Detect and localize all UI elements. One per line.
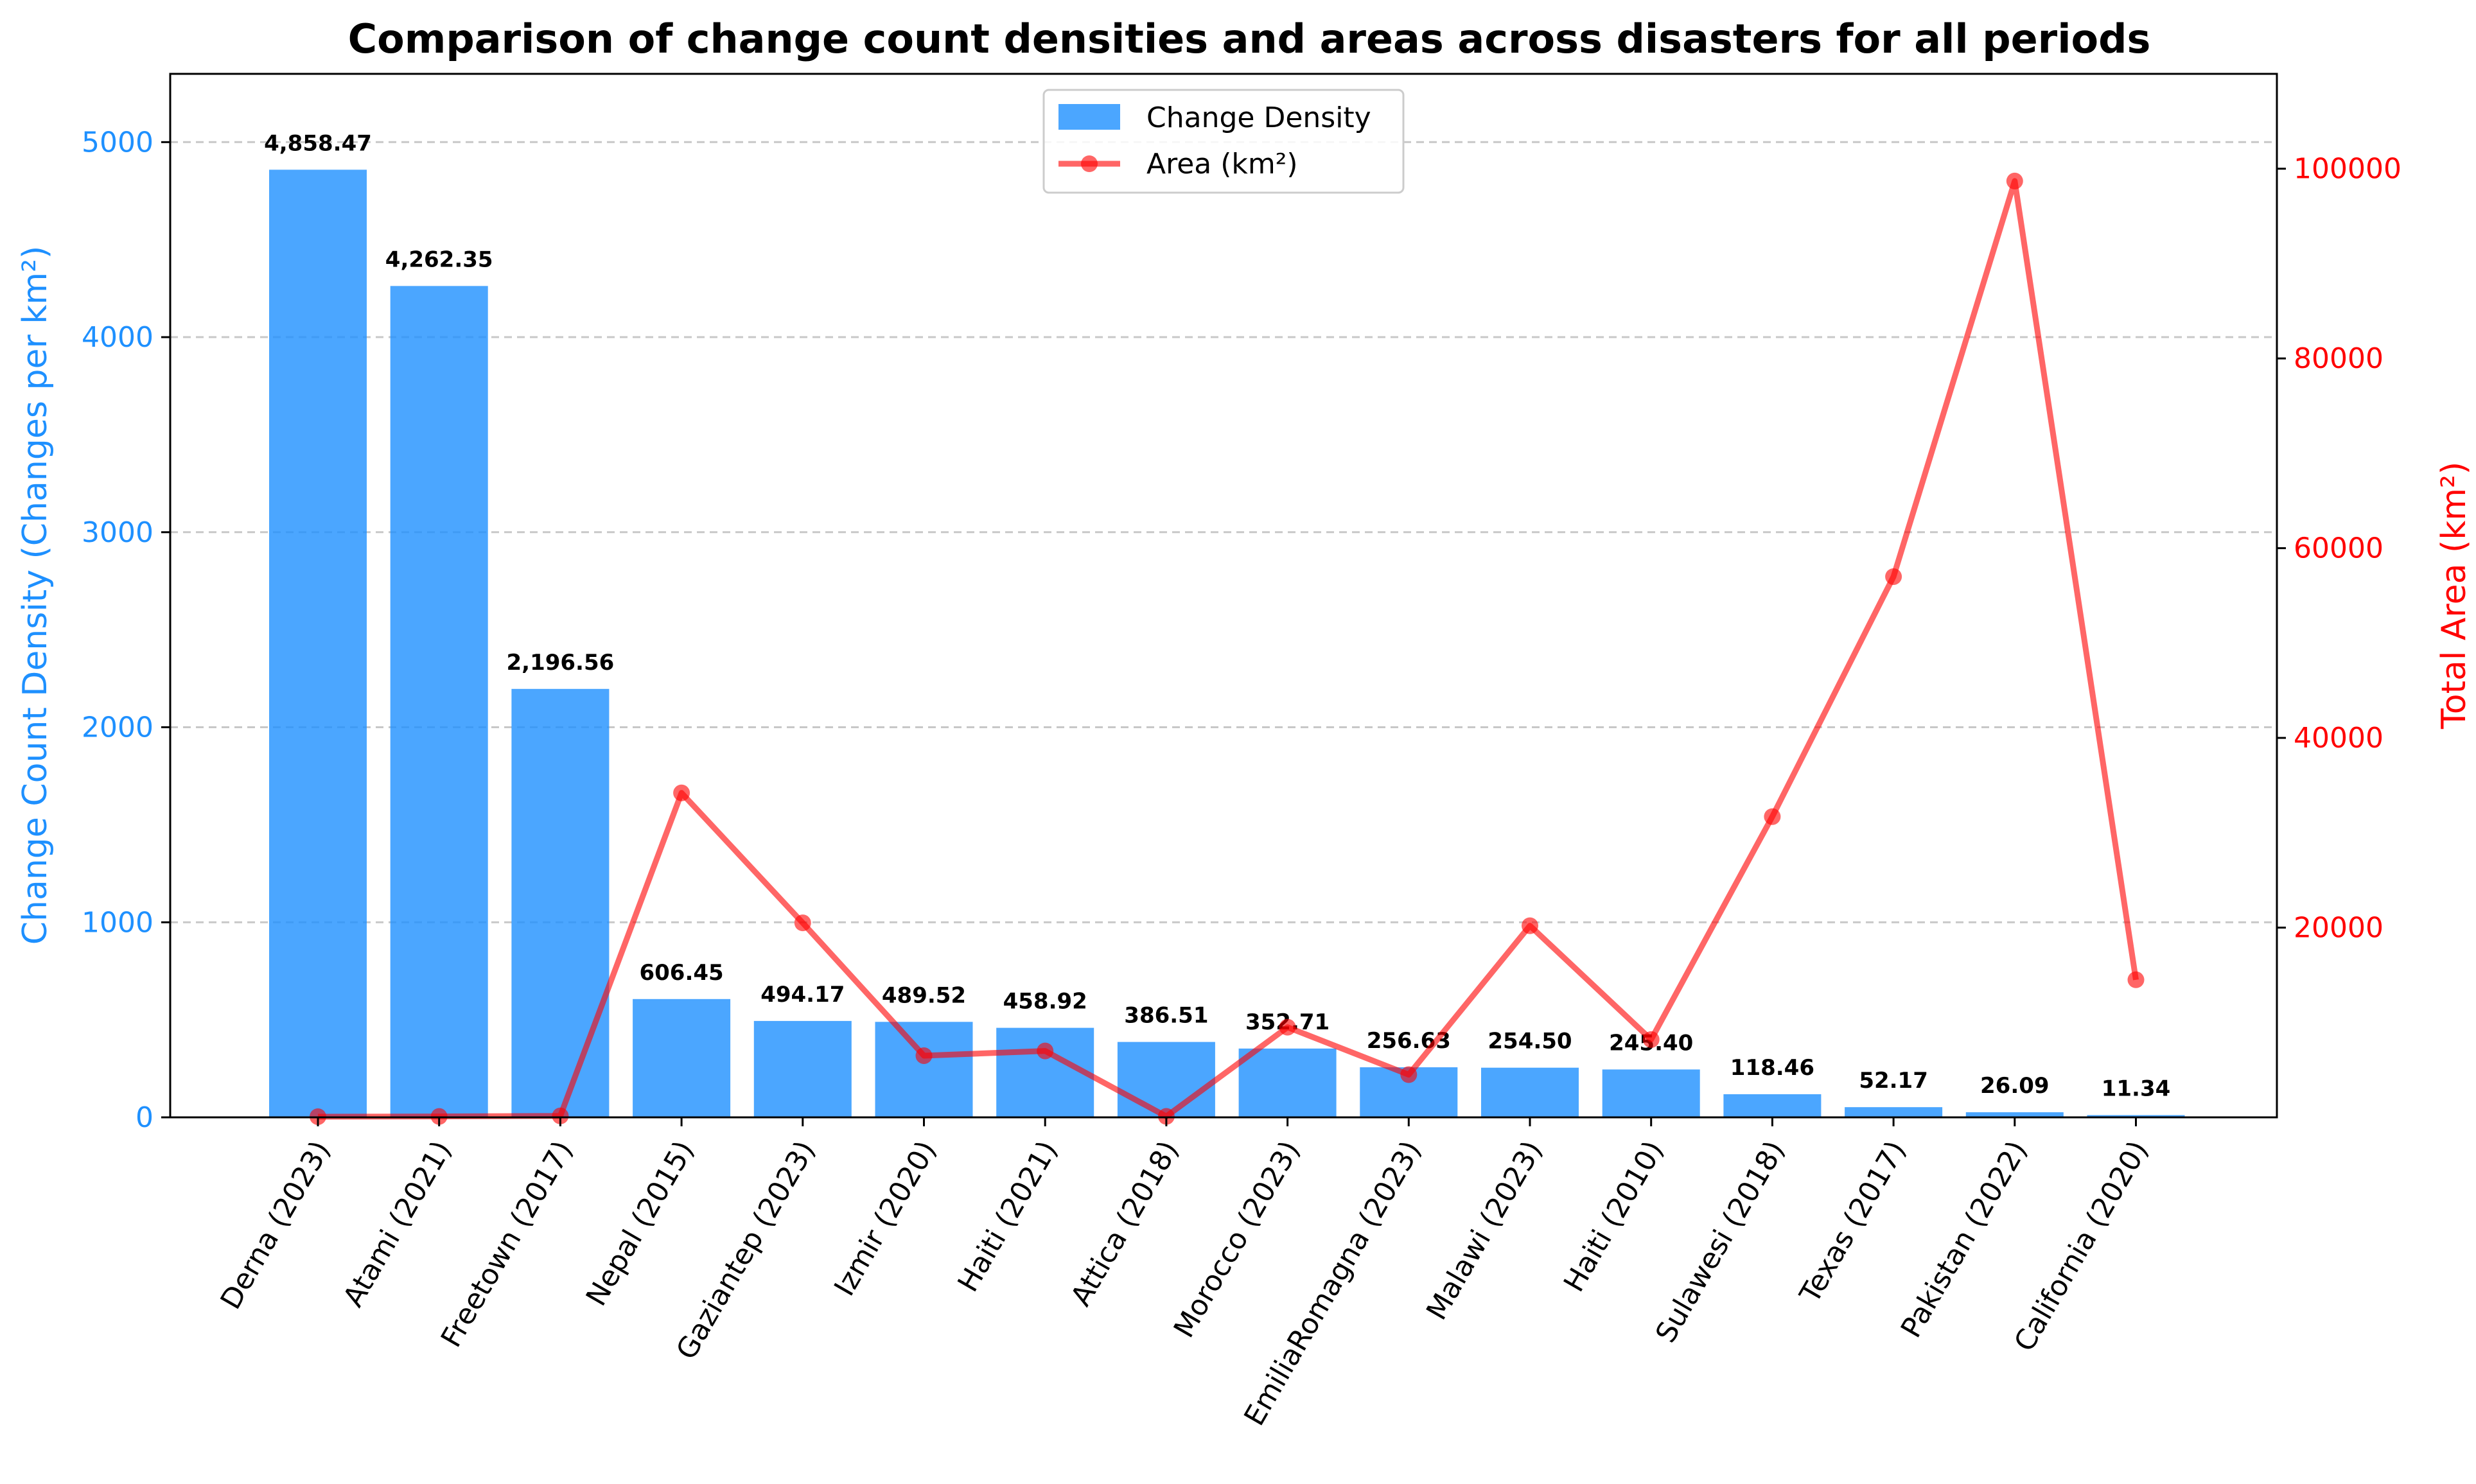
area-point <box>1522 917 1538 934</box>
bar-labels-group: 4,858.47 4,262.35 2,196.56 606.45 494.17 489.… <box>264 130 2170 1101</box>
area-line <box>317 178 2139 1120</box>
area-line-group <box>310 172 2145 1125</box>
bar <box>1117 1042 1215 1117</box>
x-tick-label: Izmir (2020) <box>828 1135 943 1302</box>
legend-label-density: Change Density <box>1146 101 1371 134</box>
right-tick-label: 80000 <box>2294 342 2384 375</box>
legend-label-area: Area (km²) <box>1146 148 1298 180</box>
legend-swatch-density <box>1058 104 1120 130</box>
left-y-axis-label: Change Count Density (Changes per km²) <box>16 246 55 945</box>
bar <box>633 999 731 1117</box>
area-point <box>794 914 811 932</box>
left-tick-label: 4000 <box>82 321 154 354</box>
x-tick-label: Morocco (2023) <box>1168 1135 1306 1343</box>
left-tick-label: 1000 <box>82 906 154 939</box>
x-ticks: Derna (2023) Atami (2021)Freetown (2017) N… <box>215 1117 2155 1431</box>
x-tick-label: Freetown (2017) <box>435 1135 579 1353</box>
area-point <box>552 1107 569 1124</box>
legend: Change Density Area (km²) <box>1042 89 1405 194</box>
area-point <box>1885 568 1902 585</box>
bar-value-label: 489.52 <box>882 982 966 1008</box>
x-tick-label: Pakistan (2022) <box>1895 1135 2033 1343</box>
bars-group <box>269 170 2185 1118</box>
area-point <box>1764 808 1781 825</box>
x-tick-label: Texas (2017) <box>1793 1135 1913 1309</box>
bar-value-label: 4,262.35 <box>385 247 493 272</box>
legend-box <box>1042 89 1405 194</box>
right-tick-label: 40000 <box>2294 722 2384 755</box>
bar <box>875 1022 973 1117</box>
chart-title: Comparison of change count densities and… <box>348 15 2151 62</box>
right-y-axis-label: Total Area (km²) <box>2435 462 2473 729</box>
right-tick-label: 20000 <box>2294 912 2384 945</box>
bar <box>1481 1067 1579 1117</box>
left-tick-label: 0 <box>136 1101 154 1134</box>
x-tick-label: Malawi (2023) <box>1420 1135 1549 1325</box>
bar-value-label: 118.46 <box>1730 1055 1814 1081</box>
bar <box>2087 1115 2185 1117</box>
bar-value-label: 26.09 <box>1980 1073 2050 1099</box>
area-point <box>915 1047 933 1064</box>
area-point <box>1400 1066 1418 1083</box>
bar-value-label: 494.17 <box>760 982 845 1008</box>
bar <box>1238 1048 1337 1117</box>
bar-value-label: 386.51 <box>1124 1003 1208 1029</box>
x-tick-label: Nepal (2015) <box>580 1135 701 1311</box>
x-tick-label: Sulawesi (2018) <box>1649 1135 1791 1349</box>
bar <box>390 286 488 1118</box>
right-y-ticks: 20000 40000 60000 80000 100000 <box>2277 153 2401 945</box>
area-point <box>1279 1018 1296 1036</box>
area-point <box>2127 971 2145 988</box>
left-tick-label: 3000 <box>82 516 154 549</box>
bar <box>1602 1069 1700 1117</box>
x-tick-label: California (2020) <box>2008 1135 2155 1357</box>
area-point <box>673 784 690 801</box>
x-tick-label: Derna (2023) <box>215 1135 337 1315</box>
bar <box>511 688 610 1117</box>
x-tick-label: Atami (2021) <box>337 1135 459 1313</box>
x-tick-label: Attica (2018) <box>1065 1135 1186 1311</box>
bar-value-label: 52.17 <box>1859 1068 1928 1094</box>
legend-swatch-area-marker <box>1081 155 1098 172</box>
bar-value-label: 4,858.47 <box>264 130 372 156</box>
bar-value-label: 458.92 <box>1003 989 1087 1015</box>
right-tick-label: 60000 <box>2294 532 2384 565</box>
bar <box>753 1020 852 1117</box>
bar-value-label: 11.34 <box>2102 1076 2171 1102</box>
area-point <box>1037 1042 1054 1060</box>
plot-frame <box>169 73 2278 1119</box>
x-tick-label: Gaziantep (2023) <box>670 1135 821 1365</box>
x-tick-label: Haiti (2021) <box>952 1135 1064 1297</box>
bar <box>1845 1107 1943 1117</box>
area-point <box>1642 1031 1660 1048</box>
bar-value-label: 606.45 <box>639 960 723 986</box>
right-tick-label: 100000 <box>2294 153 2401 186</box>
bar <box>1965 1112 2064 1117</box>
left-tick-label: 2000 <box>82 711 154 744</box>
left-y-ticks: 0 1000 2000 3000 4000 5000 <box>82 126 170 1134</box>
bar <box>269 170 367 1117</box>
bar <box>1723 1094 1822 1117</box>
left-tick-label: 5000 <box>82 126 154 159</box>
bar-value-label: 2,196.56 <box>507 650 615 676</box>
area-point <box>2006 172 2023 189</box>
x-tick-label: Haiti (2010) <box>1558 1135 1670 1297</box>
bar-value-label: 254.50 <box>1488 1029 1572 1054</box>
